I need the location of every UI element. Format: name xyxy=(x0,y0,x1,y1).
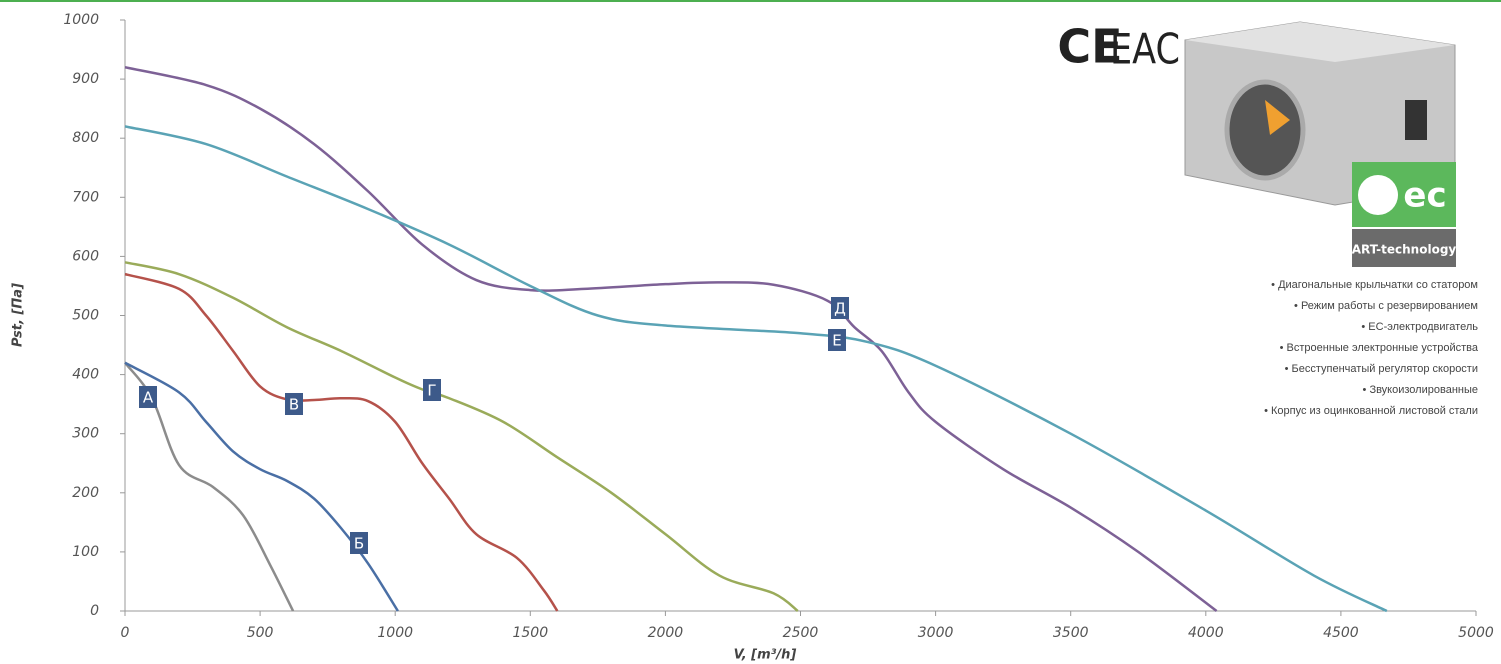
y-tick-label: 400 xyxy=(72,367,99,383)
curve xyxy=(124,125,1388,613)
ce-mark: CE xyxy=(1057,20,1122,74)
curve xyxy=(124,66,1218,612)
curve-label-box xyxy=(831,297,849,319)
x-tick-label: 4000 xyxy=(1188,625,1224,641)
x-tick-label: 0 xyxy=(121,625,130,641)
curve-label: Б xyxy=(354,535,364,553)
tech-text: ART-technology xyxy=(1352,243,1457,257)
curve-label: А xyxy=(143,389,154,407)
y-tick-label: 900 xyxy=(72,71,99,87)
eac-mark: EAC xyxy=(1110,25,1180,74)
product-lock xyxy=(1405,100,1427,140)
y-tick-label: 100 xyxy=(72,544,99,560)
product-panel: CE EAC ec ART-technology xyxy=(1057,20,1457,267)
x-tick-label: 500 xyxy=(247,625,274,641)
x-tick-label: 2000 xyxy=(648,625,684,641)
tech-badge xyxy=(1352,229,1456,267)
curve xyxy=(124,261,799,613)
curve-label-box xyxy=(139,386,157,408)
y-tick-label: 600 xyxy=(72,248,99,264)
feature-item: • Режим работы с резервированием xyxy=(1294,300,1478,312)
y-axis-label: Pst, [Па] xyxy=(11,283,26,347)
product-top xyxy=(1185,22,1455,62)
curve-label-box xyxy=(285,393,303,415)
x-tick-label: 1000 xyxy=(377,625,413,641)
feature-item: • Бесступенчатый регулятор скорости xyxy=(1285,363,1478,375)
curve-label: Г xyxy=(427,382,436,400)
product-fan xyxy=(1265,100,1290,135)
globe-icon xyxy=(1358,175,1398,215)
curve-label: Е xyxy=(832,332,841,350)
curve xyxy=(124,272,559,612)
curve-label-box xyxy=(423,379,441,401)
y-tick-label: 0 xyxy=(90,603,99,619)
x-tick-label: 3500 xyxy=(1053,625,1089,641)
x-axis-label: V, [m³/h] xyxy=(734,648,797,663)
y-tick-label: 200 xyxy=(72,485,99,501)
curve-label-box xyxy=(350,532,368,554)
y-tick-label: 500 xyxy=(72,308,99,324)
x-tick-label: 3000 xyxy=(918,625,954,641)
product-inlet xyxy=(1224,79,1306,181)
x-tick-label: 2500 xyxy=(783,625,819,641)
y-tick-label: 1000 xyxy=(63,12,99,28)
y-tick-label: 800 xyxy=(72,130,99,146)
curve-label: Д xyxy=(834,300,846,318)
x-tick-label: 5000 xyxy=(1458,625,1494,641)
y-tick-label: 300 xyxy=(72,426,99,442)
feature-item: • Звукоизолированные xyxy=(1363,384,1478,396)
y-tick-label: 700 xyxy=(72,189,99,205)
curve xyxy=(124,361,399,612)
feature-item: • Встроенные электронные устройства xyxy=(1280,342,1479,354)
curve-label-box xyxy=(828,329,846,351)
x-tick-label: 4500 xyxy=(1323,625,1359,641)
x-tick-label: 1500 xyxy=(512,625,548,641)
feature-item: • Диагональные крыльчатки со статором xyxy=(1271,279,1478,291)
curve-label: В xyxy=(289,396,299,414)
feature-item: • ЕС-электродвигатель xyxy=(1361,321,1478,333)
ec-text: ec xyxy=(1403,176,1446,216)
feature-item: • Корпус из оцинкованной листовой стали xyxy=(1264,405,1478,417)
